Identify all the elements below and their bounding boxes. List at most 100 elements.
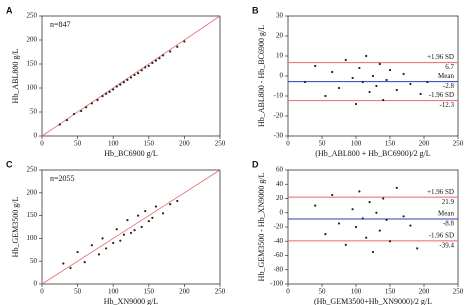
reference-value: -39.4 bbox=[439, 241, 454, 249]
point bbox=[382, 98, 385, 102]
identity-line bbox=[41, 15, 221, 137]
point bbox=[354, 102, 358, 106]
point bbox=[358, 190, 361, 193]
point bbox=[176, 45, 179, 48]
point bbox=[368, 90, 371, 94]
point bbox=[351, 76, 354, 80]
point bbox=[371, 74, 375, 78]
panel-label: D bbox=[252, 159, 259, 169]
x-tick-label: 100 bbox=[351, 140, 362, 148]
x-tick-label: 200 bbox=[179, 140, 190, 148]
panel-label: B bbox=[252, 5, 259, 15]
x-tick-label: 0 bbox=[40, 288, 44, 296]
reference-name: Mean bbox=[438, 210, 454, 218]
point bbox=[183, 40, 186, 43]
point bbox=[358, 66, 361, 70]
point bbox=[104, 247, 108, 250]
point bbox=[97, 253, 101, 256]
y-tick-label: 150 bbox=[27, 211, 38, 219]
x-tick-label: 200 bbox=[419, 288, 430, 296]
reference-name: -1.96 SD bbox=[429, 231, 454, 239]
y-tick-label: 200 bbox=[27, 36, 38, 44]
point bbox=[58, 123, 61, 126]
y-tick-label: 30 bbox=[276, 12, 284, 20]
point bbox=[154, 205, 158, 208]
point bbox=[62, 262, 65, 265]
point bbox=[101, 237, 104, 240]
point bbox=[365, 54, 368, 58]
point bbox=[324, 94, 327, 98]
point bbox=[375, 211, 378, 214]
x-tick-label: 0 bbox=[286, 288, 290, 296]
point bbox=[385, 218, 388, 221]
y-tick-label: 250 bbox=[27, 166, 38, 174]
y-tick-label: 40 bbox=[276, 180, 284, 188]
point bbox=[361, 80, 364, 84]
reference-name: Mean bbox=[438, 72, 454, 80]
point bbox=[115, 228, 118, 231]
y-axis-label: Hb_GEM3500 g/L bbox=[11, 197, 20, 258]
y-axis-label: Hb_GEM3500 - Hb_XN9000 g/L bbox=[257, 173, 266, 282]
point bbox=[126, 78, 129, 81]
point bbox=[324, 233, 327, 236]
x-tick-label: 200 bbox=[179, 288, 190, 296]
point bbox=[151, 216, 154, 219]
reference-value: 6.7 bbox=[445, 63, 454, 71]
point bbox=[395, 88, 398, 92]
y-tick-label: 60 bbox=[276, 166, 284, 174]
y-tick-label: -40 bbox=[274, 237, 284, 245]
point bbox=[388, 240, 392, 243]
y-tick-label: -100 bbox=[270, 280, 283, 288]
point bbox=[133, 73, 136, 77]
point bbox=[151, 61, 154, 65]
x-tick-label: 150 bbox=[385, 140, 396, 148]
point bbox=[129, 76, 133, 79]
point bbox=[351, 208, 354, 211]
point bbox=[119, 83, 122, 86]
x-axis-label: Hb_XN9000 g/L bbox=[104, 297, 159, 305]
reference-value: -8.8 bbox=[443, 220, 455, 228]
x-tick-label: 250 bbox=[215, 288, 226, 296]
y-tick-label: 150 bbox=[27, 60, 38, 68]
x-tick-label: 250 bbox=[453, 140, 464, 148]
point bbox=[122, 81, 125, 84]
x-tick-label: 50 bbox=[319, 140, 327, 148]
point bbox=[147, 219, 150, 223]
y-tick-label: 0 bbox=[34, 280, 38, 288]
point bbox=[337, 86, 341, 90]
point bbox=[368, 200, 371, 204]
identity-line bbox=[41, 169, 221, 285]
point bbox=[90, 244, 93, 247]
point bbox=[158, 57, 161, 60]
x-tick-label: 50 bbox=[319, 288, 327, 296]
point bbox=[388, 68, 392, 72]
x-tick-label: 150 bbox=[144, 288, 155, 296]
reference-name: -1.96 SD bbox=[429, 91, 454, 99]
point bbox=[112, 241, 115, 245]
point bbox=[402, 72, 405, 76]
point bbox=[382, 197, 385, 200]
x-tick-label: 50 bbox=[74, 288, 82, 296]
point bbox=[129, 231, 133, 235]
x-tick-label: 100 bbox=[108, 288, 119, 296]
point bbox=[144, 209, 147, 213]
point bbox=[409, 82, 412, 86]
point bbox=[161, 54, 165, 57]
point bbox=[395, 186, 398, 189]
reference-value: -2.8 bbox=[443, 82, 455, 90]
reference-name: +1.96 SD bbox=[427, 188, 454, 196]
point bbox=[303, 80, 307, 84]
x-tick-label: 250 bbox=[215, 140, 226, 148]
point bbox=[85, 106, 88, 109]
point bbox=[378, 229, 381, 232]
x-tick-label: 50 bbox=[74, 140, 82, 148]
x-axis-label: Hb_BC6900 g/L bbox=[104, 149, 158, 158]
y-tick-label: 100 bbox=[27, 234, 38, 242]
point bbox=[365, 236, 368, 239]
point bbox=[331, 193, 334, 197]
point bbox=[96, 98, 99, 102]
y-tick-label: -60 bbox=[274, 251, 284, 259]
point bbox=[80, 109, 83, 113]
point bbox=[90, 102, 93, 105]
x-tick-label: 100 bbox=[108, 140, 119, 148]
